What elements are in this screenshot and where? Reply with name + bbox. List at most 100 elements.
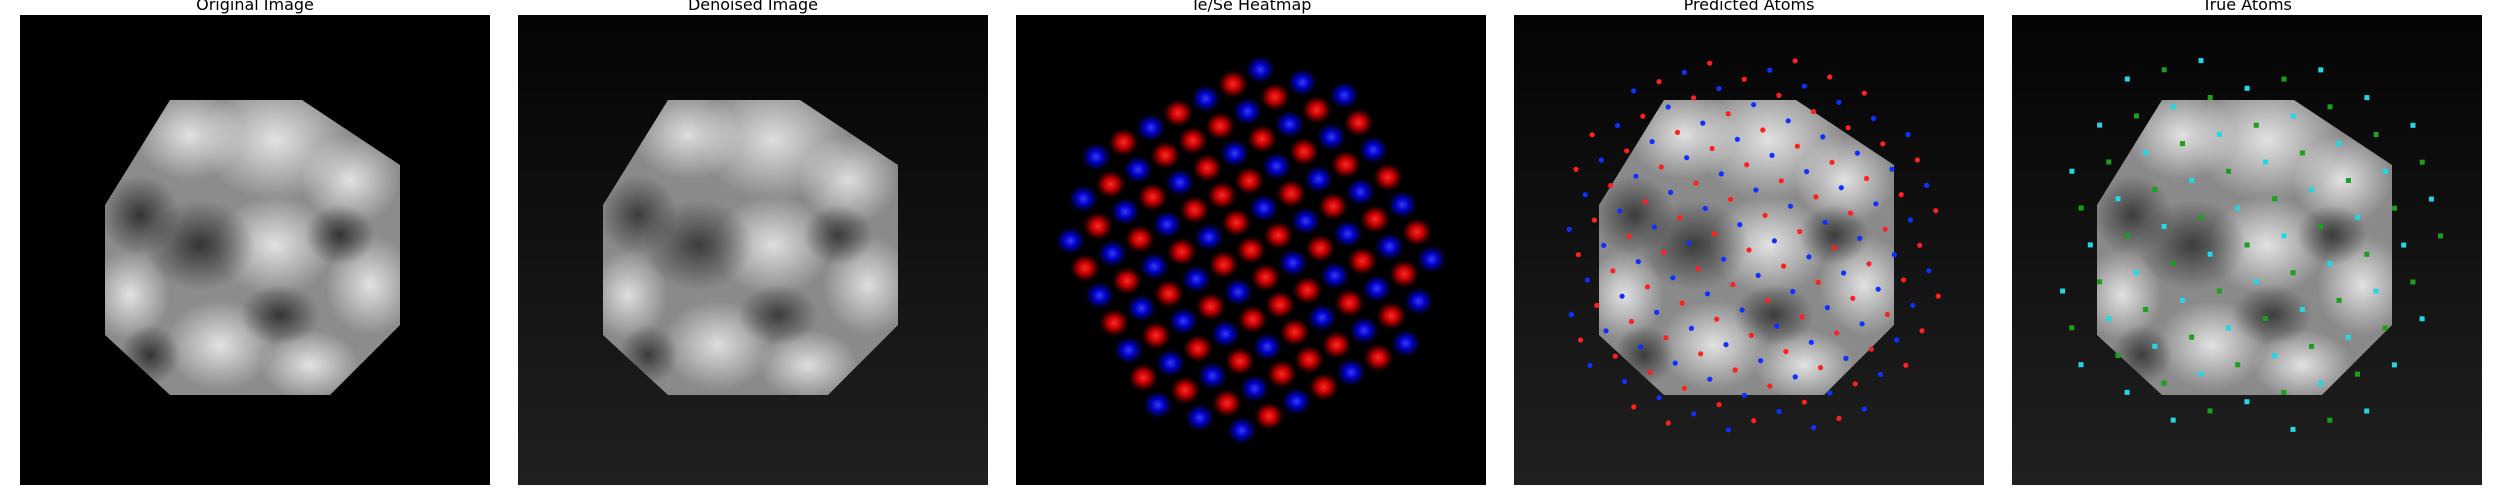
true-te-marker [2318,224,2324,230]
true-te-marker [2244,242,2250,248]
predicted-se-marker [1734,136,1740,142]
heatmap-te-blob [1221,208,1252,237]
true-te-marker [2281,76,2287,82]
heatmap-se-blob [1290,206,1321,235]
heatmap-te-blob [1330,150,1361,179]
predicted-se-marker [1776,408,1782,415]
true-se-marker [2115,196,2121,202]
predicted-se-marker [1838,185,1844,191]
heatmap-se-blob [1316,123,1347,151]
heatmap-te-blob [1124,224,1155,253]
predicted-se-marker [1787,203,1794,209]
heatmap-se-blob [1307,303,1337,332]
true-te-marker [2373,132,2379,137]
predicted-te-marker [1725,111,1731,117]
panel-denoised-image: Denoised Image [518,0,988,485]
predicted-se-marker [1688,325,1694,331]
heatmap-se-blob [1390,329,1421,358]
heatmap-te-blob [1208,250,1239,279]
heatmap-te-blob [1163,99,1194,128]
predicted-se-marker [1649,139,1655,145]
heatmap-se-blob [1084,281,1115,310]
heatmap-se-blob [1345,177,1376,206]
predicted-te-marker [1674,129,1681,135]
heatmap-te-blob [1259,82,1290,111]
predicted-te-marker [1866,261,1872,267]
predicted-te-marker [1882,226,1888,232]
heatmap-te-blob [1289,137,1319,166]
true-se-marker [2097,122,2103,128]
heatmap-image [1016,15,1486,485]
heatmap-te-blob [1166,237,1197,266]
heatmap-se-blob [1155,349,1186,377]
heatmap-se-blob [1197,361,1228,390]
predicted-te-marker [1836,415,1842,421]
true-se-marker [2391,362,2397,368]
predicted-te-marker [1861,90,1867,96]
predicted-se-marker [1820,134,1826,140]
true-te-marker [2299,150,2305,156]
true-te-marker [2115,353,2121,358]
predicted-se-marker [1894,337,1900,343]
true-te-marker [2106,159,2112,165]
predicted-atoms-image [1514,15,1984,485]
heatmap-se-blob [1416,245,1447,274]
heatmap-se-blob [1226,416,1257,445]
predicted-se-marker [1907,217,1914,223]
true-te-marker [2161,380,2167,386]
heatmap-se-blob [1261,152,1292,181]
true-te-marker [2327,417,2333,423]
true-te-marker [2152,187,2158,193]
true-se-marker [2106,316,2112,322]
predicted-te-marker [1847,210,1854,216]
true-te-marker [2345,178,2351,183]
true-te-marker [2272,196,2278,202]
heatmap-te-blob [1389,259,1420,288]
predicted-se-marker [1670,275,1676,281]
predicted-te-marker [1679,300,1685,306]
predicted-se-marker [1811,425,1817,431]
heatmap-te-blob [1108,128,1139,157]
true-se-marker [2152,343,2158,349]
predicted-se-marker [1721,256,1727,262]
predicted-se-marker [1568,312,1574,318]
heatmap-se-blob [1349,316,1379,345]
predicted-te-marker [1578,337,1584,343]
heatmap-te-blob [1265,290,1296,319]
heatmap-te-blob [1195,292,1226,321]
heatmap-se-blob [1113,336,1144,365]
heatmap-se-blob [1142,390,1173,419]
denoised-image [518,15,988,485]
heatmap-te-blob [1276,179,1307,208]
predicted-se-marker [1836,99,1842,105]
true-se-marker [2410,122,2416,128]
predicted-se-marker [1857,235,1863,241]
true-te-marker [2134,113,2139,119]
heatmap-te-blob [1334,289,1365,317]
predicted-te-marker [1801,399,1807,405]
predicted-se-marker [1587,362,1593,368]
heatmap-se-blob [1361,274,1392,303]
true-te-marker [2161,67,2167,73]
panel-heatmap: Te/Se Heatmap [1016,0,1486,485]
heatmap-se-blob [1123,155,1153,184]
predicted-se-marker [1926,268,1932,274]
predicted-te-marker [1640,113,1646,119]
predicted-se-marker [1621,378,1628,385]
heatmap-te-blob [1234,166,1265,195]
predicted-atom-markers [1566,58,1941,433]
heatmap-se-blob [1068,184,1099,213]
predicted-se-marker [1827,390,1833,396]
heatmap-se-blob [1281,387,1312,416]
heatmap-se-blob [1190,84,1221,113]
predicted-te-marker [1727,196,1734,202]
predicted-se-marker [1566,226,1572,232]
true-se-marker [2290,426,2296,432]
heatmap-te-blob [1236,236,1266,264]
predicted-te-marker [1748,332,1754,338]
predicted-se-marker [1716,85,1722,92]
predicted-te-marker [1764,298,1771,304]
true-se-marker [2364,95,2370,101]
heatmap-se-blob [1097,239,1128,268]
heatmap-te-blob [1237,305,1268,334]
